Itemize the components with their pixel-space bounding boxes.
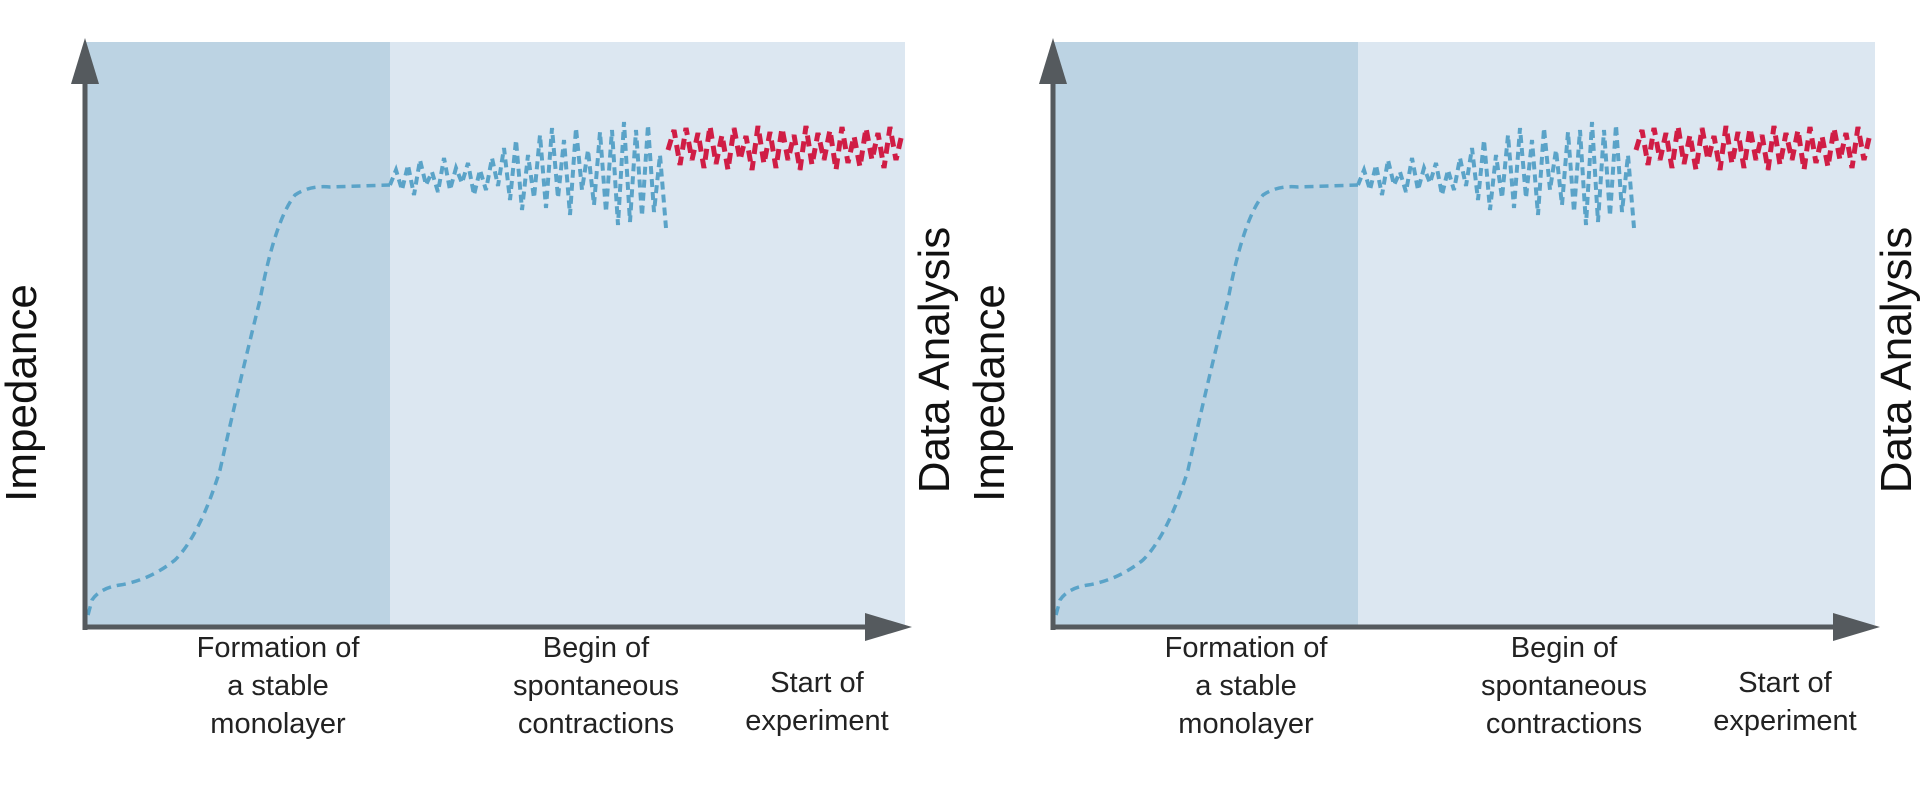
phase-label-line: Begin of (1510, 632, 1618, 664)
y-axis-label: Impedance (965, 284, 1014, 502)
x-axis-arrowhead (1833, 613, 1880, 641)
phase-label-line: Start of (770, 667, 864, 699)
diagram-canvas (1039, 38, 1880, 641)
impedance-curve-growth (86, 183, 391, 616)
y-axis-arrowhead (1039, 38, 1067, 84)
phase-label-line: contractions (517, 708, 675, 740)
phase-label-line: monolayer (1178, 708, 1314, 740)
impedance-curve-spontaneous (1356, 121, 1636, 229)
phase-label-line: monolayer (210, 708, 346, 740)
phase-label-line: Start of (1738, 667, 1832, 699)
impedance-curve-growth (1054, 183, 1359, 616)
phase-label-monolayer: Formation of a stable monolayer (1165, 629, 1328, 743)
phase-label-line: a stable (227, 670, 329, 702)
phase-label-line: experiment (745, 705, 889, 737)
phase-label-experiment: Start of experiment (1713, 664, 1856, 740)
phase-label-line: Formation of (1164, 632, 1328, 664)
phase-label-line: spontaneous (512, 670, 680, 702)
phase-label-line: experiment (1713, 705, 1857, 737)
impedance-curve-spontaneous (388, 121, 668, 229)
phase-label-line: spontaneous (1480, 670, 1648, 702)
data-analysis-label: Data Analysis (910, 226, 959, 494)
phase-label-line: a stable (1195, 670, 1297, 702)
diagram-canvas (71, 38, 912, 641)
x-axis-arrowhead (865, 613, 912, 641)
phase-label-monolayer: Formation of a stable monolayer (197, 629, 360, 743)
phase-label-line: Formation of (196, 632, 360, 664)
phase-label-line: Begin of (542, 632, 650, 664)
y-axis-arrowhead (71, 38, 99, 84)
data-analysis-label: Data Analysis (1872, 226, 1920, 494)
phase-label-contractions: Begin of spontaneous contractions (1481, 629, 1647, 743)
phase-monolayer-region (1053, 42, 1358, 625)
phase-contraction-region (1358, 42, 1875, 625)
phase-label-line: contractions (1485, 708, 1643, 740)
diagram-panel-right: Impedance Data Analysis Formation of a s… (960, 0, 1920, 786)
diagram-panel-left: Impedance Data Analysis Formation of a s… (0, 38, 959, 743)
phase-monolayer-region (85, 42, 390, 625)
phase-label-contractions: Begin of spontaneous contractions (513, 629, 679, 743)
y-axis-label: Impedance (0, 284, 46, 502)
phase-label-experiment: Start of experiment (745, 664, 888, 740)
